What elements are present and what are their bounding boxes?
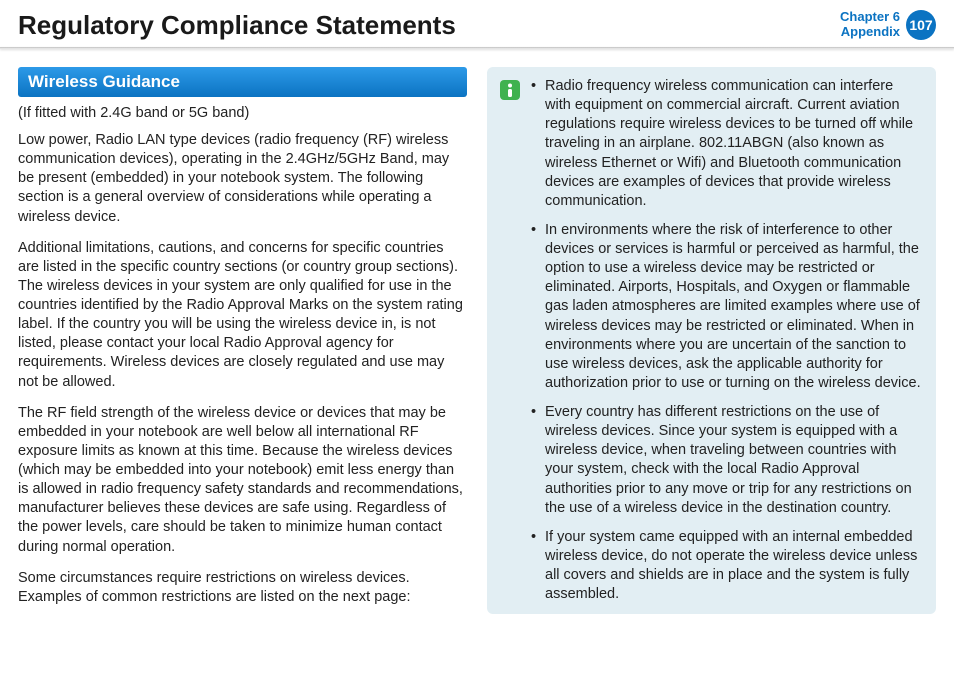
page-body: Wireless Guidance (If fitted with 2.4G b… <box>0 67 954 619</box>
callout-bullet: Radio frequency wireless communication c… <box>531 77 922 211</box>
chapter-line2: Appendix <box>840 25 900 40</box>
callout-list: Radio frequency wireless communication c… <box>531 77 922 604</box>
page-header: Regulatory Compliance Statements Chapter… <box>0 0 954 47</box>
chapter-block: Chapter 6 Appendix <box>840 10 900 40</box>
header-right: Chapter 6 Appendix 107 <box>840 10 936 40</box>
callout-bullet: If your system came equipped with an int… <box>531 528 922 605</box>
page-title: Regulatory Compliance Statements <box>18 10 456 41</box>
caution-icon <box>499 79 521 604</box>
caution-callout: Radio frequency wireless communication c… <box>487 67 936 614</box>
header-divider <box>0 47 954 49</box>
paragraph: Some circumstances require restrictions … <box>18 569 467 607</box>
callout-bullet: In environments where the risk of interf… <box>531 221 922 393</box>
chapter-line1: Chapter 6 <box>840 10 900 25</box>
page-number-badge: 107 <box>906 10 936 40</box>
section-banner: Wireless Guidance <box>18 67 467 97</box>
paragraph: The RF field strength of the wireless de… <box>18 404 467 557</box>
paragraph: Additional limitations, cautions, and co… <box>18 239 467 392</box>
callout-bullet: Every country has different restrictions… <box>531 403 922 518</box>
section-subtitle: (If fitted with 2.4G band or 5G band) <box>18 105 467 121</box>
paragraph: Low power, Radio LAN type devices (radio… <box>18 131 467 227</box>
right-column: Radio frequency wireless communication c… <box>487 67 936 619</box>
left-column: Wireless Guidance (If fitted with 2.4G b… <box>18 67 467 619</box>
